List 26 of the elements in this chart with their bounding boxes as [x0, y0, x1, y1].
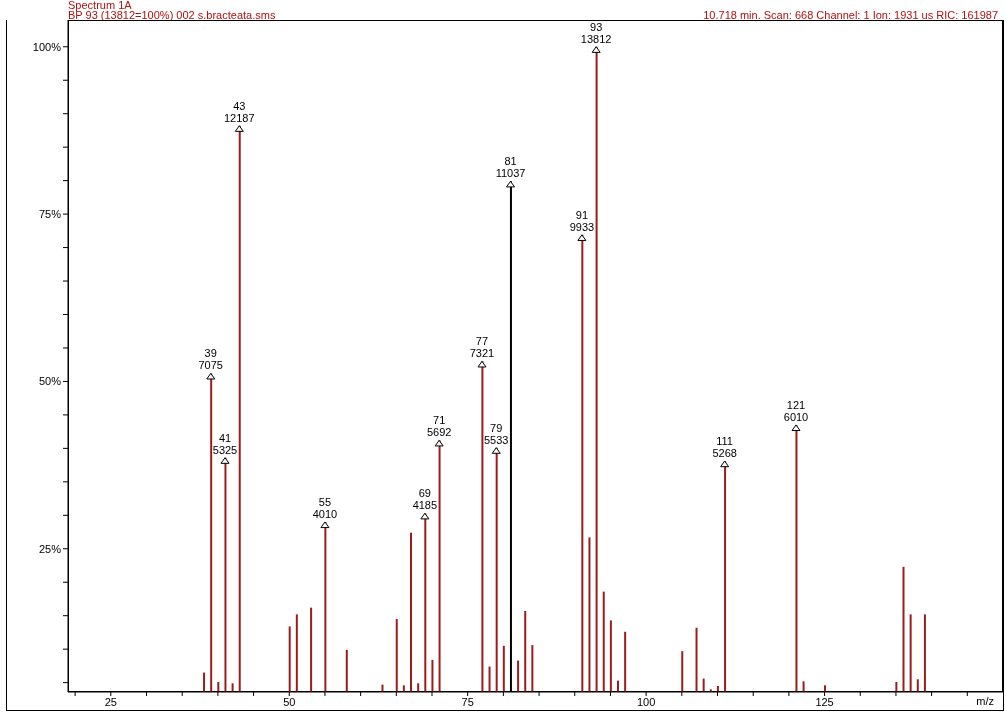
- chart-subtitle: BP 93 (13812=100%) 002 s.bracteata.sms: [68, 9, 276, 21]
- annotation: 91 9933: [569, 208, 595, 233]
- x-tick-label: 100: [636, 695, 656, 708]
- chart-title: Spectrum 1A: [68, 0, 133, 11]
- annotation: 43 12187: [224, 99, 255, 124]
- annotation: 55 4010: [312, 495, 338, 520]
- annotation: 41 5325: [212, 431, 238, 456]
- annotation: 71 5692: [426, 414, 452, 439]
- annotation: 121 6010: [783, 398, 809, 423]
- y-tick-label: 75%: [38, 208, 62, 221]
- annotation: 93 13812: [580, 20, 612, 45]
- annotation: 39 7075: [198, 347, 223, 372]
- annotation: 79 5533: [484, 421, 509, 446]
- y-tick-label: 100%: [32, 40, 62, 53]
- y-tick-label: 25%: [38, 542, 62, 555]
- annotation: 81 11037: [495, 155, 526, 180]
- y-tick-label: 50%: [38, 375, 62, 388]
- annotation: 69 4185: [412, 487, 438, 512]
- annotation: 10.718 min. Scan: 668 Channel: 1 Ion: 1931 us RIC: 161987: [703, 9, 998, 21]
- annotation: 111 5268: [712, 435, 737, 460]
- x-axis-title: m/z: [976, 695, 994, 707]
- x-tick-label: 125: [815, 695, 834, 708]
- x-tick-label: 25: [104, 695, 117, 708]
- x-tick-label: 75: [461, 695, 474, 708]
- x-tick-label: 50: [283, 695, 296, 708]
- annotation: 77 7321: [469, 335, 495, 360]
